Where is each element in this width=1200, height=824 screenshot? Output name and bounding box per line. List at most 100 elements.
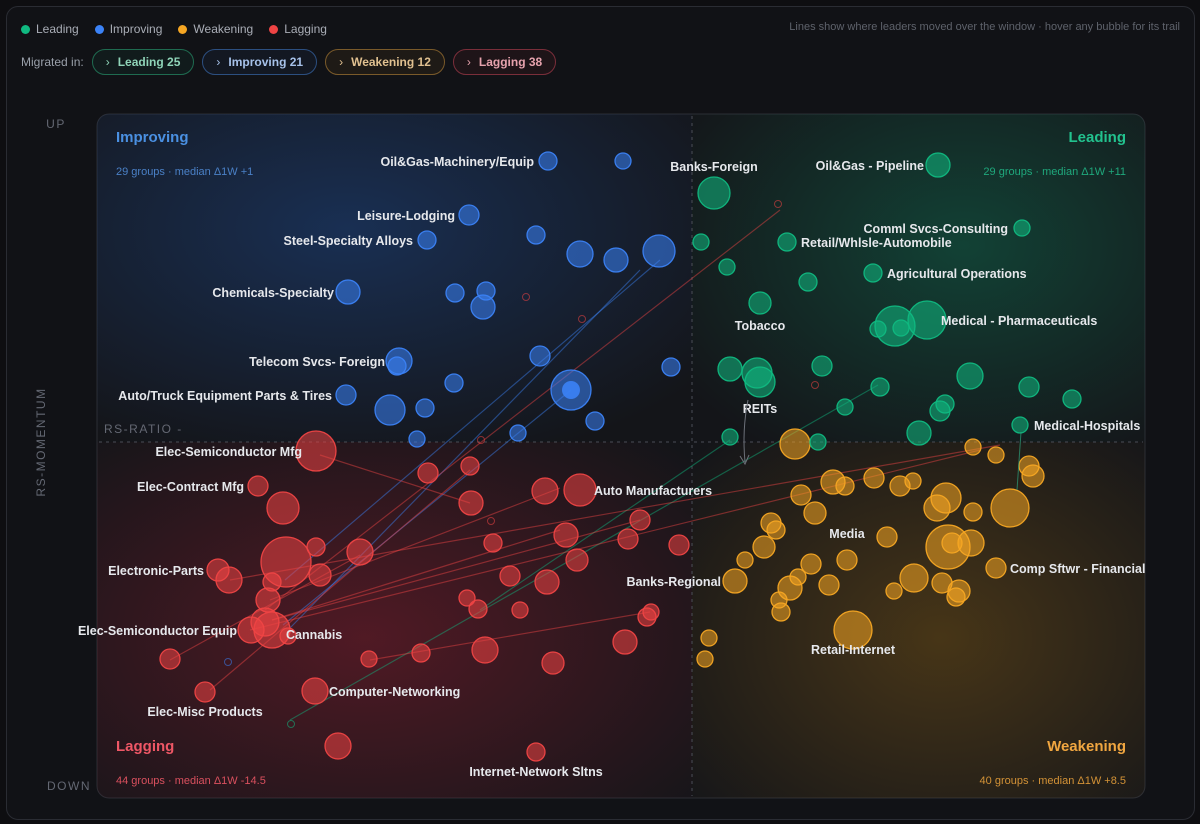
bubble-lagging[interactable]: [279, 627, 297, 645]
bubble-weakening[interactable]: [779, 428, 811, 460]
bubble-leading[interactable]: [892, 319, 910, 337]
bubble-leading[interactable]: [870, 377, 890, 397]
bubble-lagging[interactable]: [266, 491, 300, 525]
bubble-lagging[interactable]: [483, 533, 503, 553]
bubble-improving[interactable]: [476, 281, 496, 301]
bubble-improving[interactable]: [566, 240, 594, 268]
bubble-weakening[interactable]: [835, 476, 855, 496]
bubble-lagging[interactable]: [417, 462, 439, 484]
bubble-weakening[interactable]: [941, 532, 963, 554]
bubble-lagging[interactable]: [458, 490, 484, 516]
bubble-improving[interactable]: [415, 398, 435, 418]
bubble-weakening[interactable]: [987, 446, 1005, 464]
bubble-improving[interactable]: [444, 373, 464, 393]
bubble-leading[interactable]: [744, 366, 776, 398]
bubble-improving[interactable]: [603, 247, 629, 273]
bubble-leading[interactable]: [777, 232, 797, 252]
bubble-weakening[interactable]: [990, 488, 1030, 528]
bubble-leading[interactable]: [809, 433, 827, 451]
bubble-improving[interactable]: [585, 411, 605, 431]
bubble-weakening[interactable]: [803, 501, 827, 525]
bubble-lagging[interactable]: [324, 732, 352, 760]
bubble-weakening[interactable]: [696, 650, 714, 668]
migrated-lagging-chip[interactable]: › Lagging 38: [452, 49, 557, 75]
bubble-weakening[interactable]: [800, 553, 822, 575]
bubble-lagging[interactable]: [541, 651, 565, 675]
bubble-weakening[interactable]: [818, 574, 840, 596]
bubble-lagging[interactable]: [565, 548, 589, 572]
bubble-improving[interactable]: [538, 151, 558, 171]
bubble-leading[interactable]: [1062, 389, 1082, 409]
bubble-leading[interactable]: [863, 263, 883, 283]
bubble-weakening[interactable]: [885, 582, 903, 600]
bubble-weakening[interactable]: [863, 467, 885, 489]
bubble-weakening[interactable]: [876, 526, 898, 548]
legend-item-improving[interactable]: Improving: [94, 22, 162, 36]
bubble-lagging[interactable]: [629, 509, 651, 531]
bubble-lagging[interactable]: [612, 629, 638, 655]
bubble-weakening[interactable]: [1018, 455, 1040, 477]
bubble-leading[interactable]: [1011, 416, 1029, 434]
bubble-lagging[interactable]: [563, 473, 597, 507]
bubble-improving[interactable]: [642, 234, 676, 268]
bubble-improving[interactable]: [458, 204, 480, 226]
bubble-lagging[interactable]: [460, 456, 480, 476]
bubble-leading[interactable]: [1018, 376, 1040, 398]
bubble-lagging[interactable]: [553, 522, 579, 548]
bubble-weakening[interactable]: [985, 557, 1007, 579]
bubble-leading[interactable]: [692, 233, 710, 251]
bubble-improving[interactable]: [408, 430, 426, 448]
bubble-weakening[interactable]: [899, 563, 929, 593]
migrated-improving-chip[interactable]: › Improving 21: [202, 49, 318, 75]
bubble-leading[interactable]: [717, 356, 743, 382]
bubble-improving[interactable]: [509, 424, 527, 442]
bubble-weakening[interactable]: [789, 568, 807, 586]
bubble-weakening[interactable]: [946, 587, 966, 607]
bubble-weakening[interactable]: [904, 472, 922, 490]
bubble-leading[interactable]: [811, 355, 833, 377]
bubble-leading[interactable]: [748, 291, 772, 315]
bubble-weakening[interactable]: [766, 520, 786, 540]
bubble-weakening[interactable]: [752, 535, 776, 559]
bubble-lagging[interactable]: [194, 681, 216, 703]
bubble-lagging[interactable]: [206, 558, 230, 582]
bubble-weakening[interactable]: [931, 572, 953, 594]
bubble-lagging[interactable]: [534, 569, 560, 595]
bubble-lagging[interactable]: [471, 636, 499, 664]
bubble-lagging[interactable]: [531, 477, 559, 505]
bubble-lagging[interactable]: [499, 565, 521, 587]
bubble-weakening[interactable]: [963, 502, 983, 522]
bubble-lagging[interactable]: [360, 650, 378, 668]
migrated-weakening-chip[interactable]: › Weakening 12: [325, 49, 445, 75]
bubble-leading[interactable]: [697, 176, 731, 210]
bubble-leading[interactable]: [718, 258, 736, 276]
bubble-lagging[interactable]: [617, 528, 639, 550]
bubble-leading[interactable]: [836, 398, 854, 416]
bubble-lagging[interactable]: [642, 603, 660, 621]
bubble-leading[interactable]: [798, 272, 818, 292]
bubble-weakening[interactable]: [722, 568, 748, 594]
bubble-leading[interactable]: [869, 320, 887, 338]
bubble-weakening[interactable]: [964, 438, 982, 456]
bubble-lagging[interactable]: [458, 589, 476, 607]
bubble-lagging[interactable]: [526, 742, 546, 762]
bubble-lagging[interactable]: [308, 563, 332, 587]
bubble-lagging[interactable]: [262, 572, 282, 592]
bubble-lagging[interactable]: [511, 601, 529, 619]
bubble-weakening[interactable]: [700, 629, 718, 647]
bubble-lagging[interactable]: [237, 616, 265, 644]
bubble-leading[interactable]: [906, 420, 932, 446]
bubble-improving[interactable]: [661, 357, 681, 377]
bubble-leading[interactable]: [721, 428, 739, 446]
legend-item-lagging[interactable]: Lagging: [269, 22, 327, 36]
bubble-lagging[interactable]: [346, 538, 374, 566]
migrated-leading-chip[interactable]: › Leading 25: [91, 49, 195, 75]
bubble-lagging[interactable]: [159, 648, 181, 670]
bubble-improving[interactable]: [529, 345, 551, 367]
bubble-improving[interactable]: [526, 225, 546, 245]
bubble-improving[interactable]: [374, 394, 406, 426]
bubble-weakening[interactable]: [770, 591, 788, 609]
bubble-leading[interactable]: [1013, 219, 1031, 237]
bubble-lagging[interactable]: [301, 677, 329, 705]
bubble-improving[interactable]: [335, 279, 361, 305]
